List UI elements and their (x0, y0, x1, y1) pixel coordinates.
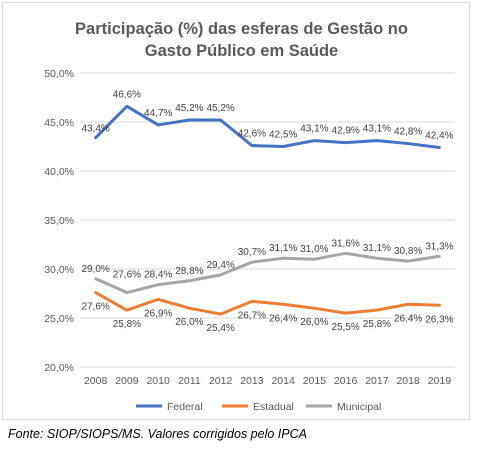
data-label-municipal: 31,1% (269, 243, 297, 254)
data-label-federal: 46,6% (113, 89, 141, 100)
data-label-estadual: 26,0% (175, 317, 203, 328)
x-tick-label: 2015 (303, 375, 327, 387)
chart-frame (2, 2, 470, 420)
legend-label-estadual: Estadual (253, 401, 294, 413)
data-label-federal: 43,1% (363, 124, 391, 135)
data-label-municipal: 31,1% (363, 243, 391, 254)
data-label-federal: 42,8% (394, 127, 422, 138)
data-label-federal: 43,4% (81, 124, 109, 135)
data-label-estadual: 26,3% (425, 314, 453, 325)
x-tick-label: 2013 (240, 375, 264, 387)
y-tick-label: 35,0% (44, 215, 74, 227)
chart-title-line-1: Participação (%) das esferas de Gestão n… (75, 20, 408, 38)
y-tick-label: 40,0% (44, 166, 74, 178)
y-tick-label: 30,0% (44, 264, 74, 276)
x-tick-label: 2019 (428, 375, 452, 387)
data-label-municipal: 28,4% (144, 270, 172, 281)
data-label-estadual: 25,4% (206, 323, 234, 334)
data-label-federal: 42,5% (269, 130, 297, 141)
x-tick-label: 2008 (84, 375, 108, 387)
data-label-municipal: 29,4% (206, 260, 234, 271)
data-label-municipal: 27,6% (113, 270, 141, 281)
data-label-estadual: 25,8% (113, 319, 141, 330)
data-label-municipal: 28,8% (175, 266, 203, 277)
data-label-municipal: 30,7% (238, 247, 266, 258)
y-tick-label: 25,0% (44, 313, 74, 325)
data-label-estadual: 26,9% (144, 308, 172, 319)
data-label-municipal: 31,6% (331, 238, 359, 249)
x-tick-label: 2011 (178, 375, 201, 387)
data-label-federal: 45,2% (175, 103, 203, 114)
data-label-federal: 42,9% (331, 126, 359, 137)
data-label-estadual: 25,8% (363, 319, 391, 330)
x-tick-label: 2016 (334, 375, 358, 387)
data-label-estadual: 26,7% (238, 310, 266, 321)
line-chart: 20,0% 25,0% 30,0% 35,0% 40,0% 45,0% 50,0% 2008 2… (44, 68, 455, 413)
data-label-federal: 44,7% (144, 108, 172, 119)
x-tick-label: 2012 (209, 375, 233, 387)
source-note: Fonte: SIOP/SIOPS/MS. Valores corrigidos… (8, 427, 307, 441)
chart-title-line-2: Gasto Público em Saúde (144, 42, 339, 60)
data-label-municipal: 31,3% (425, 241, 453, 252)
data-label-estadual: 26,0% (300, 317, 328, 328)
data-label-estadual: 27,6% (81, 302, 109, 313)
legend-label-federal: Federal (167, 401, 203, 413)
data-label-federal: 45,2% (206, 103, 234, 114)
data-label-estadual: 26,4% (394, 313, 422, 324)
data-label-federal: 43,1% (300, 124, 328, 135)
x-tick-label: 2017 (365, 375, 389, 387)
y-tick-label: 20,0% (44, 362, 74, 374)
data-label-estadual: 25,5% (331, 322, 359, 333)
series-line-estadual (94, 291, 441, 316)
x-tick-label: 2009 (115, 375, 139, 387)
data-label-municipal: 30,8% (394, 246, 422, 257)
series-line-federal (94, 104, 441, 149)
data-label-federal: 42,4% (425, 130, 453, 141)
data-label-municipal: 31,0% (300, 244, 328, 255)
data-label-estadual: 26,4% (269, 313, 297, 324)
legend-label-municipal: Municipal (337, 401, 381, 413)
y-tick-label: 50,0% (44, 68, 74, 80)
x-tick-label: 2018 (396, 375, 420, 387)
x-tick-label: 2010 (146, 375, 170, 387)
y-tick-label: 45,0% (44, 117, 74, 129)
x-tick-label: 2014 (271, 375, 295, 387)
data-label-municipal: 29,0% (81, 264, 109, 275)
data-label-federal: 42,6% (238, 129, 266, 140)
series-line-municipal (94, 251, 441, 295)
